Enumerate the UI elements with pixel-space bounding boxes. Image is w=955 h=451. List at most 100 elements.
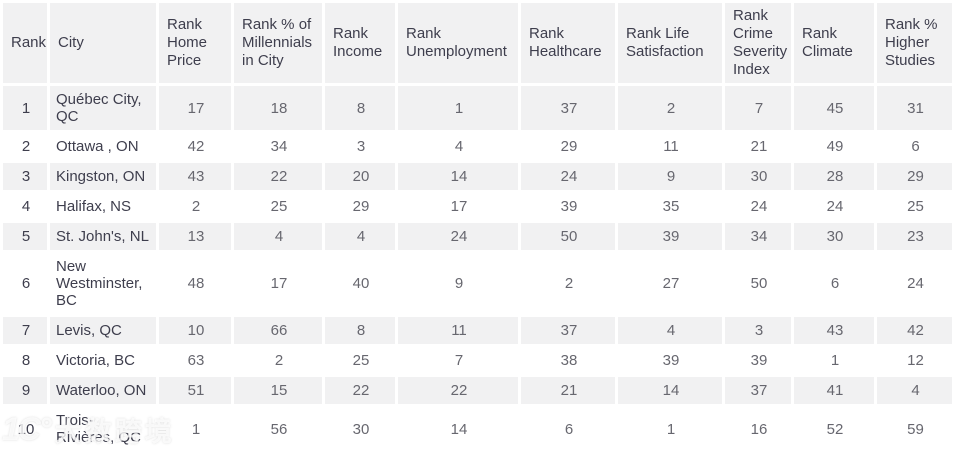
column-header-10: Rank % Higher Studies	[877, 3, 952, 83]
value-cell: 25	[234, 193, 322, 220]
value-cell: 21	[521, 377, 615, 404]
value-cell: 8	[325, 86, 395, 130]
value-cell: 34	[725, 223, 791, 250]
value-cell: 4	[234, 223, 322, 250]
rank-cell: 7	[3, 317, 47, 344]
value-cell: 9	[618, 163, 722, 190]
table-row: 5 St. John's, NL 13 4 4 24 50 39 34 30 23	[3, 223, 952, 250]
value-cell: 43	[794, 317, 874, 344]
value-cell: 13	[159, 223, 231, 250]
column-header-8: Rank Crime Severity Index	[725, 3, 791, 83]
value-cell: 25	[325, 347, 395, 374]
value-cell: 25	[877, 193, 952, 220]
table-header: Rank City Rank Home Price Rank % of Millenn…	[3, 3, 952, 83]
city-cell: Waterloo, ON	[50, 377, 156, 404]
value-cell: 49	[794, 133, 874, 160]
value-cell: 40	[325, 253, 395, 314]
value-cell: 6	[521, 407, 615, 451]
city-cell: Québec City, QC	[50, 86, 156, 130]
value-cell: 39	[521, 193, 615, 220]
value-cell: 6	[794, 253, 874, 314]
header-row: Rank City Rank Home Price Rank % of Millenn…	[3, 3, 952, 83]
table-row: 2 Ottawa , ON 42 34 3 4 29 11 21 49 6	[3, 133, 952, 160]
value-cell: 42	[877, 317, 952, 344]
value-cell: 24	[794, 193, 874, 220]
rank-cell: 1	[3, 86, 47, 130]
city-cell: Victoria, BC	[50, 347, 156, 374]
value-cell: 39	[618, 223, 722, 250]
value-cell: 48	[159, 253, 231, 314]
value-cell: 1	[618, 407, 722, 451]
value-cell: 17	[398, 193, 518, 220]
value-cell: 29	[521, 133, 615, 160]
rank-cell: 8	[3, 347, 47, 374]
value-cell: 4	[398, 133, 518, 160]
table-row: 10 Trois-Rivières, QC 1 56 30 14 6 1 16 52 59	[3, 407, 952, 451]
value-cell: 37	[521, 86, 615, 130]
value-cell: 11	[618, 133, 722, 160]
value-cell: 41	[794, 377, 874, 404]
value-cell: 24	[398, 223, 518, 250]
city-cell: Kingston, ON	[50, 163, 156, 190]
value-cell: 51	[159, 377, 231, 404]
value-cell: 4	[325, 223, 395, 250]
table-body: 1 Québec City, QC 17 18 8 1 37 2 7 45 31 2 Ottawa , …	[3, 86, 952, 451]
column-header-7: Rank Life Satisfaction	[618, 3, 722, 83]
column-header-3: Rank % of Millennials in City	[234, 3, 322, 83]
value-cell: 7	[725, 86, 791, 130]
value-cell: 24	[877, 253, 952, 314]
value-cell: 3	[725, 317, 791, 344]
value-cell: 2	[618, 86, 722, 130]
table-row: 1 Québec City, QC 17 18 8 1 37 2 7 45 31	[3, 86, 952, 130]
city-cell: New Westminster, BC	[50, 253, 156, 314]
value-cell: 56	[234, 407, 322, 451]
column-header-0: Rank	[3, 3, 47, 83]
value-cell: 35	[618, 193, 722, 220]
city-cell: Levis, QC	[50, 317, 156, 344]
value-cell: 50	[725, 253, 791, 314]
table-row: 7 Levis, QC 10 66 8 11 37 4 3 43 42	[3, 317, 952, 344]
city-cell: St. John's, NL	[50, 223, 156, 250]
value-cell: 29	[325, 193, 395, 220]
value-cell: 2	[234, 347, 322, 374]
value-cell: 15	[234, 377, 322, 404]
value-cell: 4	[877, 377, 952, 404]
value-cell: 34	[234, 133, 322, 160]
column-header-1: City	[50, 3, 156, 83]
table-row: 9 Waterloo, ON 51 15 22 22 21 14 37 41 4	[3, 377, 952, 404]
value-cell: 38	[521, 347, 615, 374]
value-cell: 37	[725, 377, 791, 404]
value-cell: 59	[877, 407, 952, 451]
rank-cell: 3	[3, 163, 47, 190]
value-cell: 4	[618, 317, 722, 344]
table-row: 8 Victoria, BC 63 2 25 7 38 39 39 1 12	[3, 347, 952, 374]
value-cell: 52	[794, 407, 874, 451]
value-cell: 30	[725, 163, 791, 190]
table-row: 4 Halifax, NS 2 25 29 17 39 35 24 24 25	[3, 193, 952, 220]
value-cell: 28	[794, 163, 874, 190]
value-cell: 1	[159, 407, 231, 451]
table-row: 3 Kingston, ON 43 22 20 14 24 9 30 28 29	[3, 163, 952, 190]
value-cell: 42	[159, 133, 231, 160]
value-cell: 6	[877, 133, 952, 160]
value-cell: 14	[398, 163, 518, 190]
value-cell: 21	[725, 133, 791, 160]
value-cell: 1	[398, 86, 518, 130]
rank-cell: 2	[3, 133, 47, 160]
value-cell: 50	[521, 223, 615, 250]
value-cell: 18	[234, 86, 322, 130]
value-cell: 24	[521, 163, 615, 190]
rank-cell: 6	[3, 253, 47, 314]
value-cell: 37	[521, 317, 615, 344]
value-cell: 7	[398, 347, 518, 374]
value-cell: 29	[877, 163, 952, 190]
value-cell: 30	[794, 223, 874, 250]
value-cell: 45	[794, 86, 874, 130]
value-cell: 11	[398, 317, 518, 344]
city-cell: Trois-Rivières, QC	[50, 407, 156, 451]
value-cell: 43	[159, 163, 231, 190]
value-cell: 20	[325, 163, 395, 190]
rank-cell: 9	[3, 377, 47, 404]
value-cell: 22	[234, 163, 322, 190]
value-cell: 14	[618, 377, 722, 404]
